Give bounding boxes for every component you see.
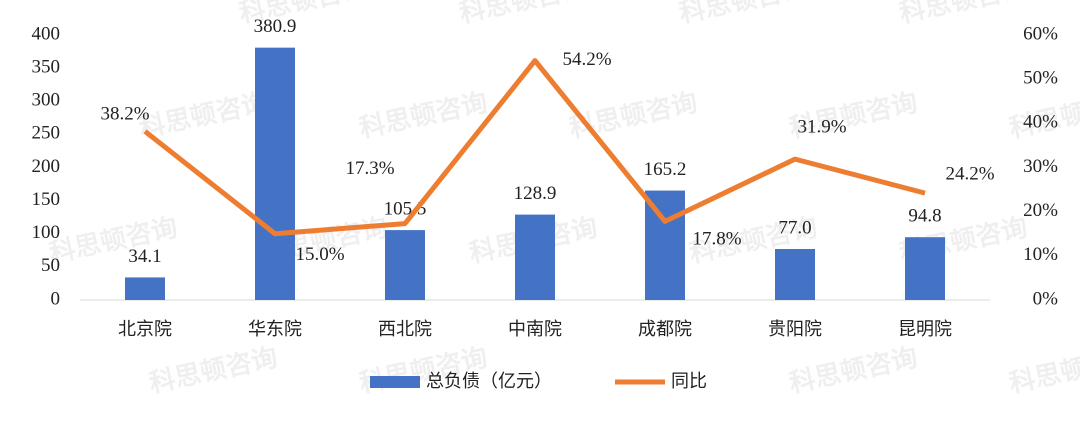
x-tick-label: 西北院 — [378, 319, 432, 340]
y2-tick-label: 30% — [1023, 156, 1058, 177]
data-label: 17.3% — [345, 158, 394, 179]
y-tick-label: 250 — [32, 123, 61, 144]
legend-label: 同比 — [671, 371, 707, 392]
x-tick-label: 昆明院 — [898, 319, 952, 340]
watermark: 科思顿咨询 — [897, 0, 1031, 29]
data-label: 24.2% — [945, 163, 994, 184]
y-tick-label: 300 — [32, 90, 61, 111]
watermark: 科思顿咨询 — [677, 0, 811, 29]
watermark: 科思顿咨询 — [567, 87, 701, 144]
data-label: 17.8% — [692, 229, 741, 250]
x-tick-label: 中南院 — [508, 319, 562, 340]
watermark: 科思顿咨询 — [1007, 342, 1080, 399]
legend-swatch — [370, 376, 420, 388]
y2-tick-label: 10% — [1023, 244, 1058, 265]
legend-label: 总负债（亿元） — [426, 371, 552, 392]
data-label: 128.9 — [514, 183, 557, 204]
y-tick-label: 100 — [32, 222, 61, 243]
y2-tick-label: 40% — [1023, 112, 1058, 133]
watermark: 科思顿咨询 — [357, 87, 491, 144]
watermark: 科思顿咨询 — [137, 87, 271, 144]
bar — [775, 248, 815, 300]
data-label: 34.1 — [128, 246, 161, 267]
data-label: 165.2 — [644, 159, 687, 180]
bar — [255, 47, 295, 301]
data-label: 105.5 — [384, 198, 427, 219]
watermark: 科思顿咨询 — [787, 342, 921, 399]
bar — [905, 237, 945, 300]
data-label: 38.2% — [100, 104, 149, 125]
data-label: 54.2% — [562, 49, 611, 70]
data-label: 94.8 — [908, 206, 941, 227]
watermark: 科思顿咨询 — [457, 0, 591, 29]
y-tick-label: 150 — [32, 189, 61, 210]
y-tick-label: 50 — [41, 255, 60, 276]
y2-tick-label: 60% — [1023, 23, 1058, 44]
bar — [515, 214, 555, 300]
line — [143, 58, 926, 237]
y-tick-label: 0 — [51, 288, 61, 309]
y2-tick-label: 50% — [1023, 68, 1058, 89]
data-label: 77.0 — [778, 217, 811, 238]
y2-tick-label: 20% — [1023, 200, 1058, 221]
data-label: 31.9% — [797, 116, 846, 137]
x-tick-label: 华东院 — [248, 319, 302, 340]
bar — [385, 230, 425, 300]
x-tick-label: 成都院 — [638, 319, 692, 340]
y-tick-label: 350 — [32, 56, 61, 77]
y-tick-label: 400 — [32, 23, 61, 44]
y-tick-label: 200 — [32, 156, 61, 177]
x-tick-label: 贵阳院 — [768, 319, 822, 340]
y2-tick-label: 0% — [1033, 288, 1059, 309]
data-label: 380.9 — [254, 16, 297, 37]
x-tick-label: 北京院 — [118, 319, 172, 340]
data-label: 15.0% — [295, 244, 344, 265]
watermark: 科思顿咨询 — [147, 342, 281, 399]
bar — [125, 277, 165, 300]
